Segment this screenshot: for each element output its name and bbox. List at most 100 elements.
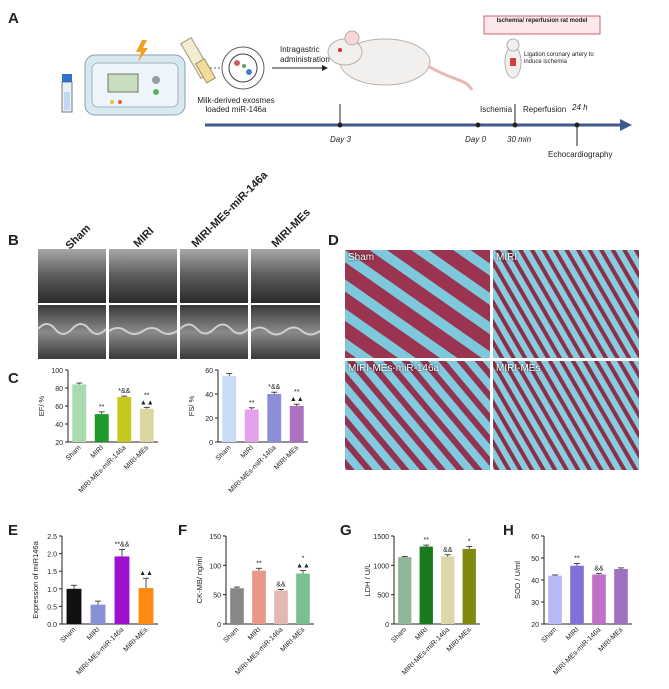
bar xyxy=(244,409,259,442)
echo-image-miri xyxy=(108,249,178,359)
histo-label-mes: MIRI-MEs xyxy=(496,363,541,374)
histo-image-miri xyxy=(493,250,639,358)
x-tick-label: MIRI-MEs xyxy=(123,444,150,471)
histo-image-mes146a xyxy=(345,361,490,470)
x-tick-label: MIRI xyxy=(240,444,255,459)
significance-label: ▲▲ xyxy=(139,570,153,577)
24h-label: 24 h xyxy=(572,103,588,112)
ischemia-label: Ischemia xyxy=(480,105,513,114)
bar xyxy=(267,394,282,442)
y-tick-label: 100 xyxy=(51,368,63,375)
y-axis-label: SOD / U/ml xyxy=(513,561,522,599)
significance-label: *&& xyxy=(268,384,280,391)
y-axis-label: CK-MB/ ng/ml xyxy=(195,556,204,603)
y-tick-label: 40 xyxy=(531,578,539,585)
bar xyxy=(66,588,82,624)
x-tick-label: Sham xyxy=(60,626,78,644)
significance-label: * xyxy=(468,539,471,546)
bar xyxy=(230,588,244,624)
echo-image-mes146a xyxy=(179,249,249,359)
y-axis-label: EF/ % xyxy=(38,395,46,416)
chart-sod: 20 30 40 50 60 SOD / U/ml Sham ** MIRI && MIRI-MEs… xyxy=(513,534,632,677)
panel-label-b: B xyxy=(8,232,19,249)
rat-icon xyxy=(327,30,474,91)
histo-image-mes xyxy=(493,361,639,470)
lightning-icon xyxy=(136,40,148,62)
x-tick-label: MIRI xyxy=(414,626,429,641)
bar xyxy=(274,590,288,624)
bar xyxy=(570,565,584,624)
y-tick-label: 150 xyxy=(209,534,221,541)
x-tick-label: MIRI xyxy=(247,626,262,641)
bar xyxy=(296,573,310,624)
significance-label: ▲▲ xyxy=(290,396,304,403)
echo-images xyxy=(38,249,320,359)
significance-label: ** xyxy=(294,389,300,396)
ligation-note: Ligation coronary artery to induce ische… xyxy=(524,52,594,65)
x-tick-label: MIRI-MEs-miR-146a xyxy=(228,444,278,494)
panel-label-h: H xyxy=(503,522,514,539)
significance-label: * xyxy=(302,556,305,563)
bar xyxy=(592,574,606,624)
model-rat-icon xyxy=(504,38,522,79)
y-tick-label: 1000 xyxy=(373,563,389,570)
bar xyxy=(94,414,109,442)
x-tick-label: Sham xyxy=(215,444,233,462)
bar xyxy=(398,557,412,624)
chart-ef: 20 40 60 80 100 EF/ % Sham ** MIRI *&& MIRI-MEs-mi… xyxy=(38,368,158,495)
significance-label: ▲▲ xyxy=(296,563,310,570)
y-tick-label: 0 xyxy=(385,622,389,629)
y-tick-label: 60 xyxy=(205,368,213,375)
y-tick-label: 100 xyxy=(209,563,221,570)
echo-title-miri: MIRI xyxy=(131,225,157,250)
echo-image-sham xyxy=(38,249,107,359)
significance-label: && xyxy=(594,566,604,573)
bar xyxy=(139,408,154,442)
30min-label: 30 min xyxy=(507,135,532,144)
bar xyxy=(252,570,266,624)
echocardiography-label: Echocardiography xyxy=(548,150,613,159)
y-tick-label: 500 xyxy=(377,593,389,600)
day0-label: Day 0 xyxy=(465,135,486,144)
milk-exosome-label: Milk-derived exosmes loaded miR-146a xyxy=(197,96,275,114)
significance-label: ** xyxy=(574,556,580,563)
panel-label-c: C xyxy=(8,370,19,387)
model-box-text: Ischemia/ reperfusion rat model xyxy=(496,18,588,24)
bar xyxy=(614,569,628,624)
panel-label-a: A xyxy=(8,10,19,27)
bar xyxy=(289,406,304,442)
bar xyxy=(72,384,87,442)
y-tick-label: 0 xyxy=(209,440,213,447)
chart-mir146a: 0.0 0.5 1.0 1.5 2.0 2.5 Expression of miR146a S… xyxy=(31,534,158,677)
panel-label-e: E xyxy=(8,522,19,539)
histo-label-sham: Sham xyxy=(348,252,375,263)
y-tick-label: 1.5 xyxy=(47,569,57,576)
y-tick-label: 40 xyxy=(205,392,213,399)
day3-label: Day 3 xyxy=(330,135,351,144)
x-tick-label: Sham xyxy=(65,444,83,462)
y-tick-label: 20 xyxy=(205,416,213,423)
significance-label: && xyxy=(443,547,453,554)
histology-images xyxy=(345,250,639,470)
bar xyxy=(114,556,130,624)
y-axis-label: Expression of miR146a xyxy=(31,540,40,618)
bar xyxy=(90,604,106,624)
y-tick-label: 60 xyxy=(531,534,539,541)
panel-label-d: D xyxy=(328,232,339,249)
intragastric-label: Intragastric administration xyxy=(280,45,330,64)
y-tick-label: 50 xyxy=(531,556,539,563)
panel-label-g: G xyxy=(340,522,352,539)
experiment-schematic xyxy=(61,15,632,146)
y-tick-label: 20 xyxy=(531,622,539,629)
histo-image-sham xyxy=(345,250,490,358)
echo-title-sham: Sham xyxy=(63,222,94,252)
bar xyxy=(441,556,455,624)
exosome-icon xyxy=(210,46,265,90)
bar xyxy=(138,588,154,624)
tube-icon xyxy=(61,74,73,113)
significance-label: ** xyxy=(144,392,150,399)
x-tick-label: MIRI-MEs-miR-146a xyxy=(75,626,125,676)
model-box xyxy=(483,15,601,35)
y-tick-label: 20 xyxy=(55,440,63,447)
x-tick-label: MIRI-MEs xyxy=(122,626,149,653)
